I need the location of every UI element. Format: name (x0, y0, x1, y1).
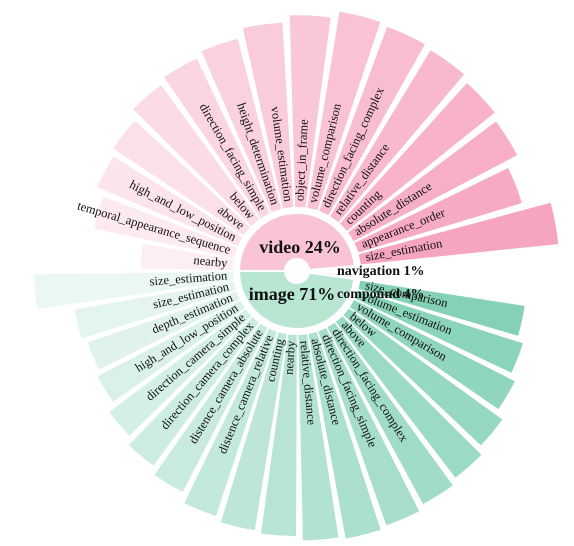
bar-image-10 (220, 332, 287, 531)
group-percent-image: 71% (295, 284, 336, 304)
group-percent-compound: 4% (400, 287, 425, 302)
group-percent-video: 24% (300, 237, 341, 257)
bar-image-16 (87, 291, 240, 370)
bar-image-6 (318, 328, 420, 526)
bar-video-15 (358, 202, 559, 265)
group-name-image: image (249, 284, 295, 304)
bar-image-17 (74, 281, 236, 339)
bar-image-8 (298, 334, 339, 541)
group-label-video: video 24% (259, 237, 341, 257)
bar-video-0 (140, 243, 234, 271)
bar-video-6 (201, 38, 282, 213)
bar-image-13 (128, 317, 260, 466)
bar-label-image-9: nearby (282, 340, 298, 376)
group-label-image: image 71% (249, 284, 335, 304)
bar-image-18 (34, 271, 234, 310)
bar-video-2 (97, 156, 243, 247)
bar-video-4 (133, 85, 260, 227)
bar-image-7 (308, 331, 381, 539)
bar-image-14 (109, 309, 252, 436)
bar-video-1 (94, 196, 238, 258)
bar-label-image-18: size_estimation (149, 268, 228, 288)
bar-label-video-0: nearby (193, 253, 229, 270)
bar-video-13 (348, 121, 518, 242)
bar-image-11 (184, 328, 277, 516)
bar-image-3 (343, 308, 503, 446)
group-percent-navigation: 1% (400, 264, 425, 279)
bar-video-8 (289, 15, 331, 208)
bar-image-5 (327, 322, 453, 505)
bar-image-1 (354, 290, 523, 373)
group-label-navigation: navigation 1% (337, 264, 425, 279)
group-label-compound: compound 4% (337, 287, 425, 302)
group-name-compound: compound (337, 287, 400, 302)
bar-image-0 (358, 280, 525, 336)
bar-image-15 (97, 300, 245, 403)
bar-video-14 (354, 168, 522, 253)
bar-video-5 (164, 58, 270, 219)
bar-image-12 (154, 323, 268, 492)
bar-video-12 (339, 83, 495, 231)
bar-video-10 (319, 26, 425, 216)
bar-image-2 (349, 299, 515, 410)
bar-label-video-8: object_in_frame (293, 118, 311, 201)
bar-video-11 (330, 50, 465, 223)
group-name-navigation: navigation (337, 264, 400, 279)
center-hole (285, 259, 309, 283)
bar-video-9 (307, 11, 381, 211)
group-name-video: video (259, 237, 300, 257)
bar-video-3 (113, 120, 251, 236)
bar-video-7 (242, 22, 294, 209)
bar-image-4 (335, 316, 482, 478)
bar-image-9 (261, 334, 297, 536)
